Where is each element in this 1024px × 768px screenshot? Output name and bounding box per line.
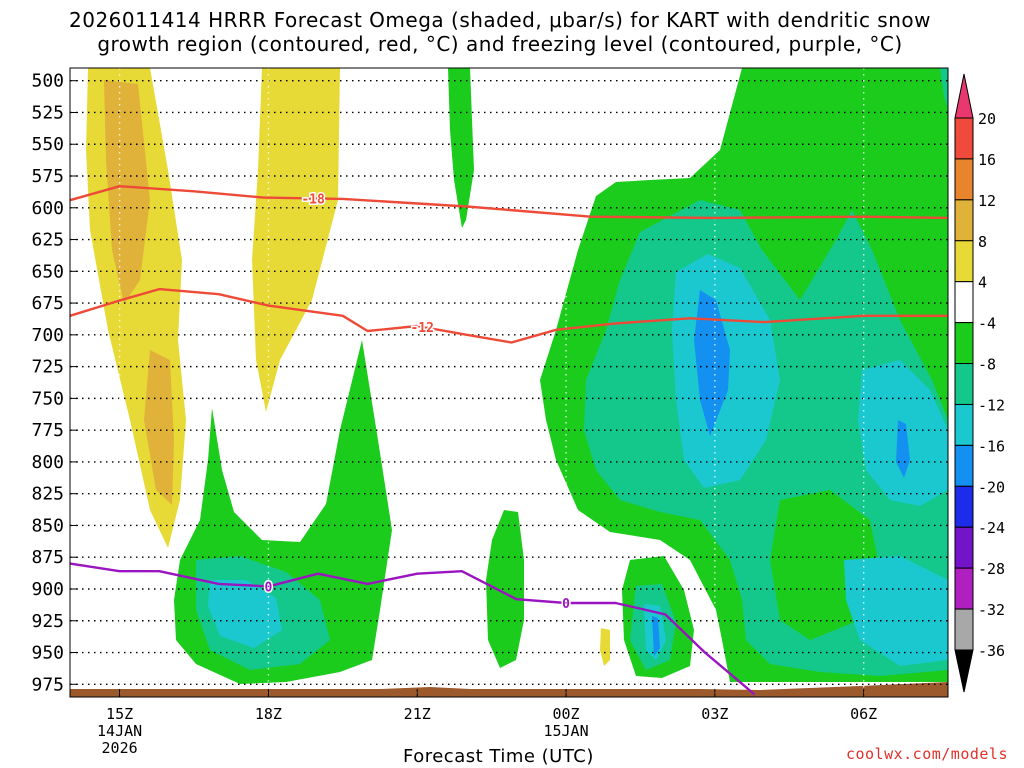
y-tick-label-900: 900 [31, 579, 64, 600]
omega-negative-right-blue-a [694, 290, 730, 436]
x-tick-label-21Z: 21Z [404, 705, 431, 723]
colorbar-bin-2 [954, 199, 974, 242]
colorbar-label-12: -32 [978, 601, 1005, 619]
colorbar-bin-11 [954, 567, 974, 610]
colorbar-label-8: -16 [978, 437, 1005, 455]
x-tick-label-03Z: 03Z [701, 705, 728, 723]
colorbar-bin-9 [954, 485, 974, 528]
contour-line-1 [69, 287, 948, 344]
x-tick-date-15Z: 14JAN [97, 722, 142, 740]
colorbar-label-6: -8 [978, 356, 996, 374]
colorbar-label-1: 16 [978, 151, 996, 169]
y-tick-label-975: 975 [31, 674, 64, 695]
colorbar-bin-6 [954, 363, 974, 405]
y-tick-label-775: 775 [31, 420, 64, 441]
y-tick-label-575: 575 [31, 166, 64, 187]
y-tick-label-525: 525 [31, 102, 64, 123]
colorbar-bin-0 [954, 117, 974, 160]
y-axis: 500 525 550 575 600 625 650 675 700 725 750 775 800 8… [31, 71, 78, 695]
colorbar-label-5: -4 [978, 315, 996, 333]
omega-positive-small [600, 628, 610, 666]
y-tick-label-650: 650 [31, 261, 64, 282]
colorbar-label-3: 8 [978, 233, 987, 251]
omega-negative-top-right-sliver [940, 68, 948, 110]
chart-title: 2026011414 HRRR Forecast Omega (shaded, … [0, 8, 1000, 56]
colorbar: 20 16 12 8 4 -4 -8 -12 -16 -20 -24 -28 -32 -36 [954, 73, 1005, 693]
x-tick-date-00Z: 15JAN [543, 722, 588, 740]
omega-negative-top [448, 68, 474, 228]
colorbar-label-9: -20 [978, 478, 1005, 496]
credit-text: coolwx.com/models [845, 745, 1008, 763]
contour-line-0 [69, 185, 949, 220]
y-tick-label-850: 850 [31, 515, 64, 536]
y-tick-label-825: 825 [31, 484, 64, 505]
colorbar-bin-4 [954, 281, 974, 324]
contour-label-2: 0 [265, 580, 273, 595]
colorbar-bin-1 [954, 158, 974, 201]
omega-negative-right-cyan-c [844, 556, 948, 666]
omega-negative-right-blue-b [896, 420, 910, 478]
omega-negative-small-cell-blue [652, 616, 660, 656]
colorbar-label-11: -28 [978, 560, 1005, 578]
colorbar-bottom-triangle [954, 649, 974, 693]
colorbar-label-13: -36 [978, 642, 1005, 660]
omega-positive-band-center [252, 68, 340, 412]
omega-strong-band-left-upper [104, 80, 150, 304]
colorbar-bin-3 [954, 240, 974, 283]
x-tick-label-15Z: 15Z [106, 705, 133, 723]
colorbar-bin-10 [954, 526, 974, 569]
plot-frame [69, 67, 949, 698]
chart-title-line1: 2026011414 HRRR Forecast Omega (shaded, … [69, 8, 931, 32]
colorbar-top-triangle [954, 73, 974, 119]
x-tick-label-18Z: 18Z [255, 705, 282, 723]
x-tick-label-00Z: 00Z [552, 705, 579, 723]
grid-lines [70, 68, 948, 697]
y-tick-label-925: 925 [31, 611, 64, 632]
omega-negative-mid [486, 510, 524, 668]
colorbar-bin-7 [954, 403, 974, 446]
y-tick-label-750: 750 [31, 388, 64, 409]
contour-lines: -18 -12 0 0 [69, 185, 949, 696]
y-tick-label-950: 950 [31, 643, 64, 664]
terrain-strip [70, 682, 948, 697]
omega-strong-band-left-lower [144, 350, 174, 505]
x-tick-year-15Z: 2026 [102, 739, 138, 757]
colorbar-label-2: 12 [978, 192, 996, 210]
contour-line-2 [69, 562, 756, 696]
x-tick-label-06Z: 06Z [850, 705, 877, 723]
y-tick-label-675: 675 [31, 293, 64, 314]
y-tick-label-550: 550 [31, 134, 64, 155]
omega-shading [86, 68, 948, 684]
contour-label-0: -18 [301, 192, 325, 207]
x-axis-title: Forecast Time (UTC) [403, 746, 594, 767]
omega-negative-cyan-lower-left [208, 580, 282, 648]
contour-label-1: -12 [410, 321, 433, 336]
colorbar-label-10: -24 [978, 519, 1005, 537]
y-tick-label-600: 600 [31, 198, 64, 219]
colorbar-label-7: -12 [978, 396, 1005, 414]
y-tick-label-700: 700 [31, 325, 64, 346]
colorbar-label-4: 4 [978, 274, 987, 292]
y-tick-label-800: 800 [31, 452, 64, 473]
colorbar-bin-5 [954, 322, 974, 365]
y-tick-label-500: 500 [31, 71, 64, 92]
y-tick-label-875: 875 [31, 547, 64, 568]
colorbar-bin-12 [954, 608, 974, 651]
contour-label-3: 0 [562, 597, 570, 612]
chart-title-line2: growth region (contoured, red, °C) and f… [97, 32, 903, 56]
y-tick-label-725: 725 [31, 357, 64, 378]
colorbar-bin-8 [954, 444, 974, 487]
colorbar-label-0: 20 [978, 110, 996, 128]
y-tick-label-625: 625 [31, 230, 64, 251]
